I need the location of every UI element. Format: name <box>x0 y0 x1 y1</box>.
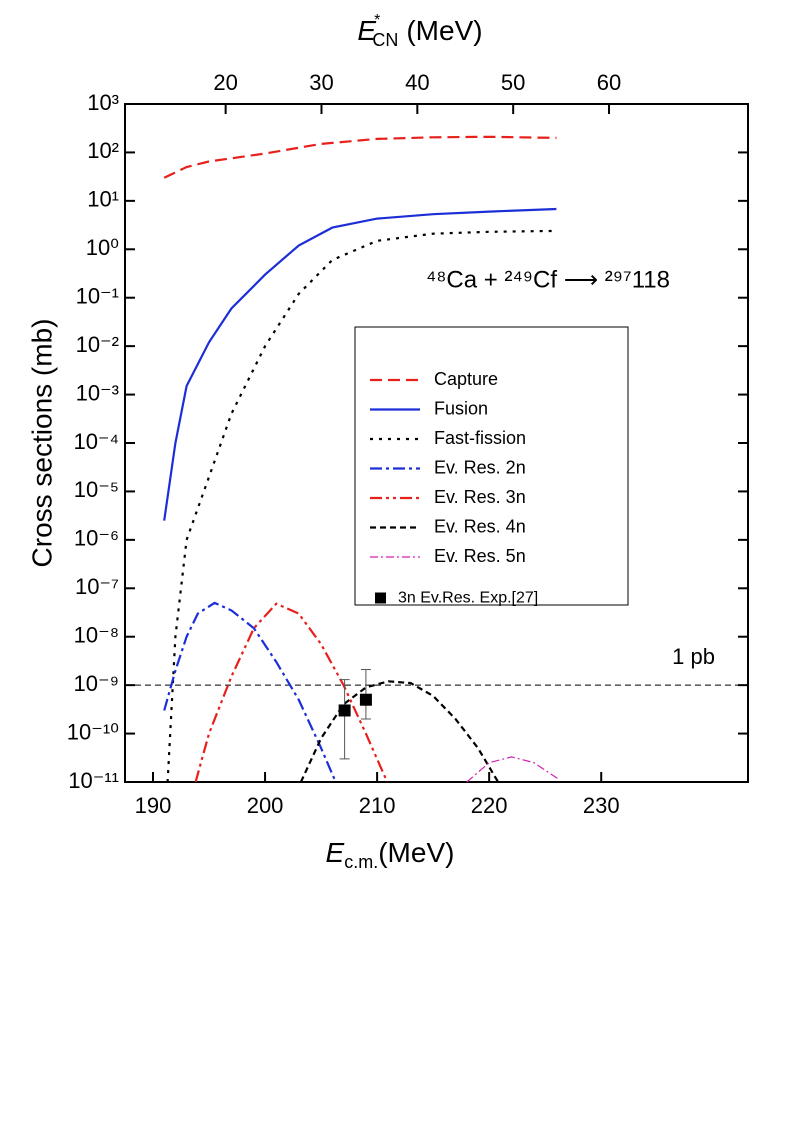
reference-label: 1 pb <box>672 644 715 669</box>
y-tick-label: 10⁻⁴ <box>73 429 119 454</box>
y-tick-label: 10⁻⁵ <box>74 477 119 502</box>
y-tick-label: 10⁻⁹ <box>73 671 119 696</box>
series-line <box>163 601 337 783</box>
y-tick-label: 10⁻³ <box>76 380 119 405</box>
y-tick-label: 10⁻¹¹ <box>68 768 119 793</box>
x2-tick-label: 30 <box>309 70 333 95</box>
x-tick-label: 220 <box>471 793 508 818</box>
series-line <box>466 756 561 783</box>
data-point <box>338 704 351 717</box>
legend-label: Fusion <box>434 398 488 418</box>
y-axis-title: Cross sections (mb) <box>26 319 57 568</box>
y-tick-label: 10² <box>87 138 119 163</box>
legend-label: Capture <box>434 369 498 389</box>
legend-label: 3n Ev.Res. Exp.[27] <box>398 590 538 607</box>
series-line <box>163 135 557 179</box>
series-line <box>194 602 389 783</box>
legend-label: Ev. Res. 2n <box>434 457 526 477</box>
x2-tick-label: 20 <box>213 70 237 95</box>
y-tick-label: 10⁻² <box>76 332 119 357</box>
y-tick-label: 10⁻¹ <box>76 284 119 309</box>
y-tick-label: 10⁻⁷ <box>75 574 119 599</box>
x2-tick-label: 40 <box>405 70 429 95</box>
y-tick-label: 10⁻¹⁰ <box>67 719 119 744</box>
x-tick-label: 200 <box>247 793 284 818</box>
legend <box>354 326 629 606</box>
series-line <box>299 680 500 783</box>
legend-marker <box>375 592 386 604</box>
data-point <box>359 693 372 706</box>
y-tick-label: 10⁰ <box>86 235 119 260</box>
x-tick-label: 230 <box>583 793 620 818</box>
x-tick-label: 190 <box>135 793 172 818</box>
legend-label: Ev. Res. 3n <box>434 487 526 507</box>
legend-label: Ev. Res. 5n <box>434 546 526 566</box>
y-tick-label: 10³ <box>87 90 119 115</box>
x2-axis-title: E* CN (MeV) <box>357 12 482 50</box>
legend-label: Fast-fission <box>434 428 526 448</box>
y-tick-label: 10¹ <box>87 187 119 212</box>
legend-label: Ev. Res. 4n <box>434 516 526 536</box>
y-tick-label: 10⁻⁸ <box>74 623 119 648</box>
x-tick-label: 210 <box>359 793 396 818</box>
series-line <box>166 229 557 783</box>
x2-tick-label: 60 <box>597 70 621 95</box>
y-tick-label: 10⁻⁶ <box>74 526 119 551</box>
annotation: ⁴⁸Ca + ²⁴⁹Cf ⟶ ²⁹⁷118 <box>426 266 670 293</box>
x-axis-title: Ec.m.(MeV) <box>326 837 455 871</box>
series-line <box>163 207 557 521</box>
x2-tick-label: 50 <box>501 70 525 95</box>
